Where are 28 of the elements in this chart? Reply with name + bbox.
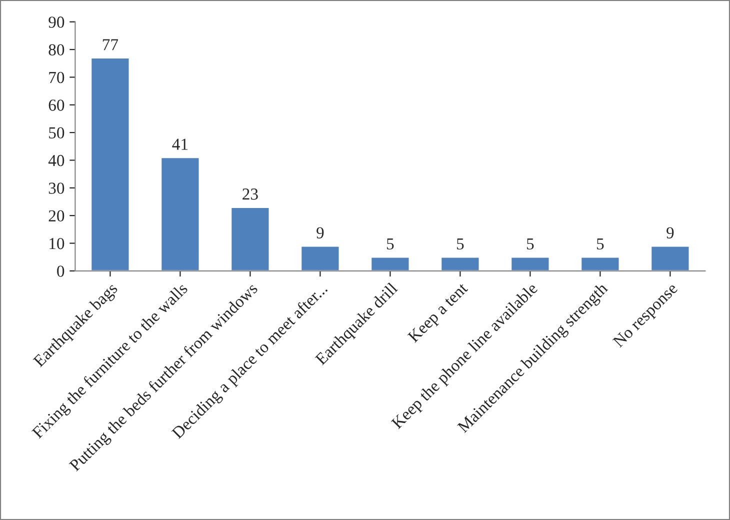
bar xyxy=(440,256,480,271)
bar xyxy=(90,57,130,271)
y-tick-label: 20 xyxy=(48,210,64,222)
y-tick-label: 80 xyxy=(48,44,64,56)
bar xyxy=(510,256,550,271)
y-tick-label: 30 xyxy=(48,182,64,194)
y-tick-label: 40 xyxy=(48,154,64,166)
y-tick-label: 10 xyxy=(50,238,64,250)
data-label: 77 xyxy=(102,39,118,50)
y-tick-label: 60 xyxy=(48,100,64,111)
data-label: 5 xyxy=(596,238,604,250)
data-label: 9 xyxy=(316,227,324,238)
data-label: 5 xyxy=(386,238,394,250)
bar xyxy=(160,156,200,271)
bar xyxy=(300,245,340,271)
bar xyxy=(370,256,410,271)
data-label: 41 xyxy=(172,138,188,150)
y-tick-label: 0 xyxy=(57,266,64,277)
data-label: 5 xyxy=(456,238,464,250)
bar xyxy=(230,206,270,271)
y-tick-label: 50 xyxy=(49,127,64,138)
y-tick-label: 90 xyxy=(48,16,64,28)
data-label: 23 xyxy=(242,188,258,200)
data-label: 5 xyxy=(526,238,534,250)
bar xyxy=(650,245,690,271)
bar xyxy=(580,256,620,271)
y-tick-label: 70 xyxy=(49,72,64,84)
data-label: 9 xyxy=(666,227,674,238)
